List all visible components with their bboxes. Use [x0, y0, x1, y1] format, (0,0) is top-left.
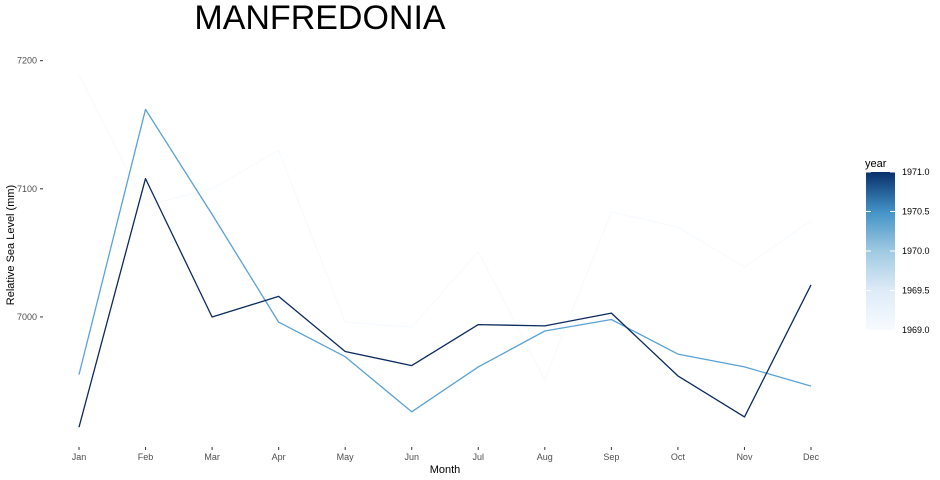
y-tick-label: 7100 — [17, 184, 37, 194]
x-axis-label: Month — [430, 464, 461, 476]
y-axis: 7000 7100 7200 — [17, 56, 43, 322]
legend-tick-label: 1970.0 — [902, 246, 930, 256]
x-tick-label: Aug — [537, 452, 553, 462]
x-tick-label: Apr — [272, 452, 286, 462]
legend-tick-label: 1969.5 — [902, 286, 930, 296]
series-line-1969 — [78, 74, 812, 381]
x-tick-label: Mar — [204, 452, 220, 462]
legend-tick-label: 1969.0 — [902, 325, 930, 335]
x-tick-label: Feb — [138, 452, 154, 462]
x-tick-label: Jul — [473, 452, 485, 462]
series-line-1970 — [78, 108, 812, 413]
x-tick-label: Nov — [736, 452, 753, 462]
legend-title: year — [865, 158, 887, 170]
x-tick-label: Oct — [671, 452, 686, 462]
x-tick-label: May — [337, 452, 355, 462]
series-line-1971 — [78, 177, 812, 428]
x-tick-label: Dec — [803, 452, 820, 462]
legend-tick-label: 1970.5 — [902, 207, 930, 217]
x-axis: Jan Feb Mar Apr May Jun Jul Aug Sep Oct Nov Dec — [72, 447, 820, 462]
x-tick-label: Sep — [603, 452, 619, 462]
legend: year 1969.0 1969.5 1970.0 1970.5 1971.0 — [865, 158, 930, 335]
x-tick-label: Jun — [404, 452, 419, 462]
chart-title: MANFREDONIA — [194, 0, 446, 37]
y-tick-label: 7200 — [17, 56, 37, 66]
legend-tick-label: 1971.0 — [902, 167, 930, 177]
x-tick-label: Jan — [72, 452, 87, 462]
legend-ticks: 1969.0 1969.5 1970.0 1970.5 1971.0 — [866, 167, 930, 335]
series-lines — [78, 74, 812, 428]
y-axis-label: Relative Sea Level (mm) — [5, 185, 17, 305]
y-tick-label: 7000 — [17, 312, 37, 322]
